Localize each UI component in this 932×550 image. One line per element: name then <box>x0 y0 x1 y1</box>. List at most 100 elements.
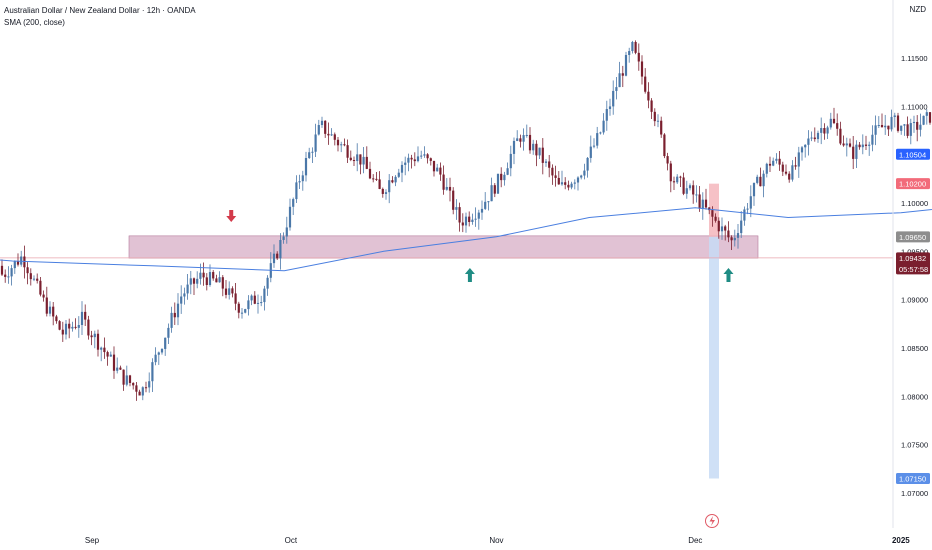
candle-down <box>669 163 672 182</box>
candle-up <box>340 144 343 146</box>
candle-up <box>919 124 922 130</box>
price-tick-label: 1.09500 <box>901 247 928 256</box>
time-axis[interactable]: SepOctNovDec2025FebMarAprMay <box>85 536 932 545</box>
candle-down <box>679 176 682 178</box>
candle-down <box>461 222 464 226</box>
candle-down <box>343 144 346 146</box>
candle-up <box>186 284 189 294</box>
take-profit-area[interactable] <box>709 236 719 479</box>
candle-up <box>544 161 548 163</box>
candle-down <box>327 133 330 136</box>
candle-down <box>551 167 554 176</box>
candle-up <box>416 156 420 162</box>
candle-up <box>13 261 16 269</box>
candle-down <box>90 335 93 338</box>
candle-up <box>285 227 288 237</box>
candle-down <box>704 199 708 208</box>
candle-down <box>224 288 228 295</box>
candle-down <box>468 216 471 223</box>
candle-up <box>615 87 618 91</box>
candle-up <box>612 90 615 107</box>
candle-down <box>442 174 445 190</box>
candle-up <box>388 180 391 193</box>
candle-down <box>215 278 218 283</box>
candle-down <box>682 177 685 194</box>
candle-down <box>58 321 61 330</box>
candle-down <box>68 323 71 329</box>
candle-up <box>826 127 829 134</box>
candle-up <box>170 312 173 328</box>
candle-up <box>871 134 874 145</box>
price-tick-label: 1.10000 <box>901 199 928 208</box>
candle-down <box>253 295 256 304</box>
arrow-up-marker[interactable] <box>723 268 734 282</box>
candle-up <box>720 226 724 232</box>
candle-up <box>180 296 183 304</box>
candle-up <box>736 233 740 238</box>
candle-down <box>375 178 378 180</box>
candle-down <box>39 280 42 295</box>
candle-down <box>842 143 845 146</box>
candle-up <box>820 128 823 133</box>
price-tick-label: 1.11000 <box>901 102 928 111</box>
candle-down <box>836 123 839 129</box>
candle-up <box>151 362 154 382</box>
candle-down <box>887 125 890 130</box>
candle-up <box>765 163 768 174</box>
candle-down <box>711 210 714 217</box>
candle-up <box>900 125 903 131</box>
candle-down <box>352 160 356 162</box>
candle-down <box>778 158 781 165</box>
candle-up <box>740 220 743 234</box>
candle-down <box>535 143 538 156</box>
candle-up <box>538 147 541 156</box>
candle-up <box>304 157 308 176</box>
candle-up <box>756 176 759 183</box>
candle-up <box>628 51 631 55</box>
candle-up <box>874 125 877 135</box>
candle-up <box>176 303 180 318</box>
candle-down <box>87 319 90 336</box>
candle-up <box>167 327 170 338</box>
candle-down <box>122 369 125 385</box>
candle-up <box>263 288 266 303</box>
svg-text:1.09432: 1.09432 <box>899 254 926 263</box>
candle-up <box>829 118 832 128</box>
candle-up <box>292 199 295 207</box>
price-tick-label: 1.09000 <box>901 296 928 305</box>
candle-up <box>311 151 314 153</box>
replay-icon[interactable] <box>705 514 719 528</box>
candle-up <box>400 164 404 173</box>
candle-up <box>247 300 250 310</box>
candle-up <box>532 143 535 151</box>
candle-up <box>599 132 602 134</box>
candle-down <box>237 303 240 313</box>
candle-down <box>653 111 656 122</box>
arrow-up-marker[interactable] <box>464 268 475 282</box>
candle-up <box>909 123 912 136</box>
sma-indicator-label: SMA (200, close) <box>4 18 65 27</box>
candle-down <box>29 273 32 280</box>
candle-up <box>436 167 439 172</box>
candle-down <box>647 91 650 101</box>
price-tick-label: 1.07500 <box>901 441 928 450</box>
candle-down <box>567 184 570 188</box>
candle-up <box>116 367 119 371</box>
candle-down <box>378 179 381 189</box>
candle-down <box>26 267 29 274</box>
candle-down <box>727 230 730 238</box>
candle-down <box>74 326 77 328</box>
arrow-down-marker[interactable] <box>226 210 237 222</box>
candle-up <box>260 302 263 304</box>
candle-down <box>858 144 861 148</box>
candle-down <box>644 76 647 92</box>
support-resistance-zone[interactable] <box>128 235 759 259</box>
candle-down <box>823 128 826 134</box>
candle-up <box>752 182 756 197</box>
chart-legend: Australian Dollar / New Zealand Dollar ·… <box>4 5 196 29</box>
candle-up <box>743 209 746 221</box>
candle-up <box>685 188 688 194</box>
sma-200-line[interactable] <box>0 152 932 272</box>
candle-up <box>109 354 112 357</box>
